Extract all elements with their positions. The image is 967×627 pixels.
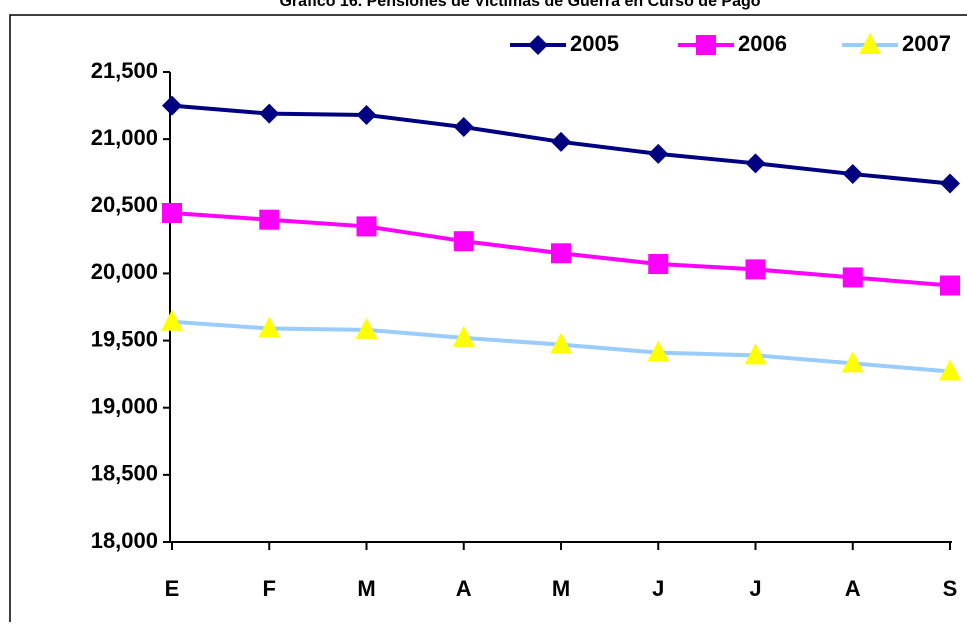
x-tick-label: A	[456, 576, 472, 601]
x-tick-label: M	[552, 576, 570, 601]
x-tick-label: S	[943, 576, 958, 601]
marker	[648, 143, 669, 164]
marker	[161, 309, 183, 331]
y-tick-label: 21,500	[91, 58, 158, 83]
marker	[356, 104, 377, 125]
marker	[355, 317, 378, 339]
marker	[939, 359, 961, 381]
y-tick-label: 21,000	[91, 125, 158, 150]
marker	[259, 103, 280, 124]
marker	[841, 351, 864, 373]
marker	[940, 275, 960, 296]
y-tick-label: 19,000	[91, 394, 158, 419]
y-tick-label: 20,000	[91, 259, 158, 284]
marker	[258, 316, 281, 338]
x-tick-label: M	[357, 576, 375, 601]
marker	[648, 254, 669, 275]
marker	[745, 259, 766, 280]
legend-label: 2007	[902, 31, 951, 56]
marker	[744, 343, 767, 365]
x-tick-label: J	[652, 576, 664, 601]
marker	[259, 209, 280, 230]
marker	[356, 216, 377, 237]
marker	[162, 203, 182, 223]
x-tick-label: F	[263, 576, 276, 601]
y-tick-label: 19,500	[91, 326, 158, 351]
marker	[696, 35, 716, 55]
marker	[842, 267, 863, 288]
y-tick-label: 20,500	[91, 192, 158, 217]
legend-label: 2006	[738, 31, 787, 56]
marker	[528, 35, 548, 55]
marker	[453, 117, 474, 138]
marker	[842, 164, 863, 185]
marker	[550, 332, 572, 354]
marker	[647, 340, 670, 362]
marker	[551, 243, 571, 264]
y-tick-label: 18,500	[91, 461, 158, 486]
marker	[453, 231, 474, 252]
marker	[859, 33, 881, 54]
chart-frame	[9, 14, 967, 627]
marker	[162, 95, 182, 116]
x-tick-label: A	[845, 576, 861, 601]
marker	[745, 153, 766, 174]
marker	[940, 173, 960, 194]
x-tick-label: E	[165, 576, 180, 601]
marker	[452, 325, 475, 347]
legend-label: 2005	[570, 31, 619, 56]
chart-title: Gráfico 16. Pensiones de Víctimas de Gue…	[279, 0, 760, 10]
marker	[551, 131, 571, 152]
x-tick-label: J	[749, 576, 761, 601]
y-tick-label: 18,000	[91, 528, 158, 553]
